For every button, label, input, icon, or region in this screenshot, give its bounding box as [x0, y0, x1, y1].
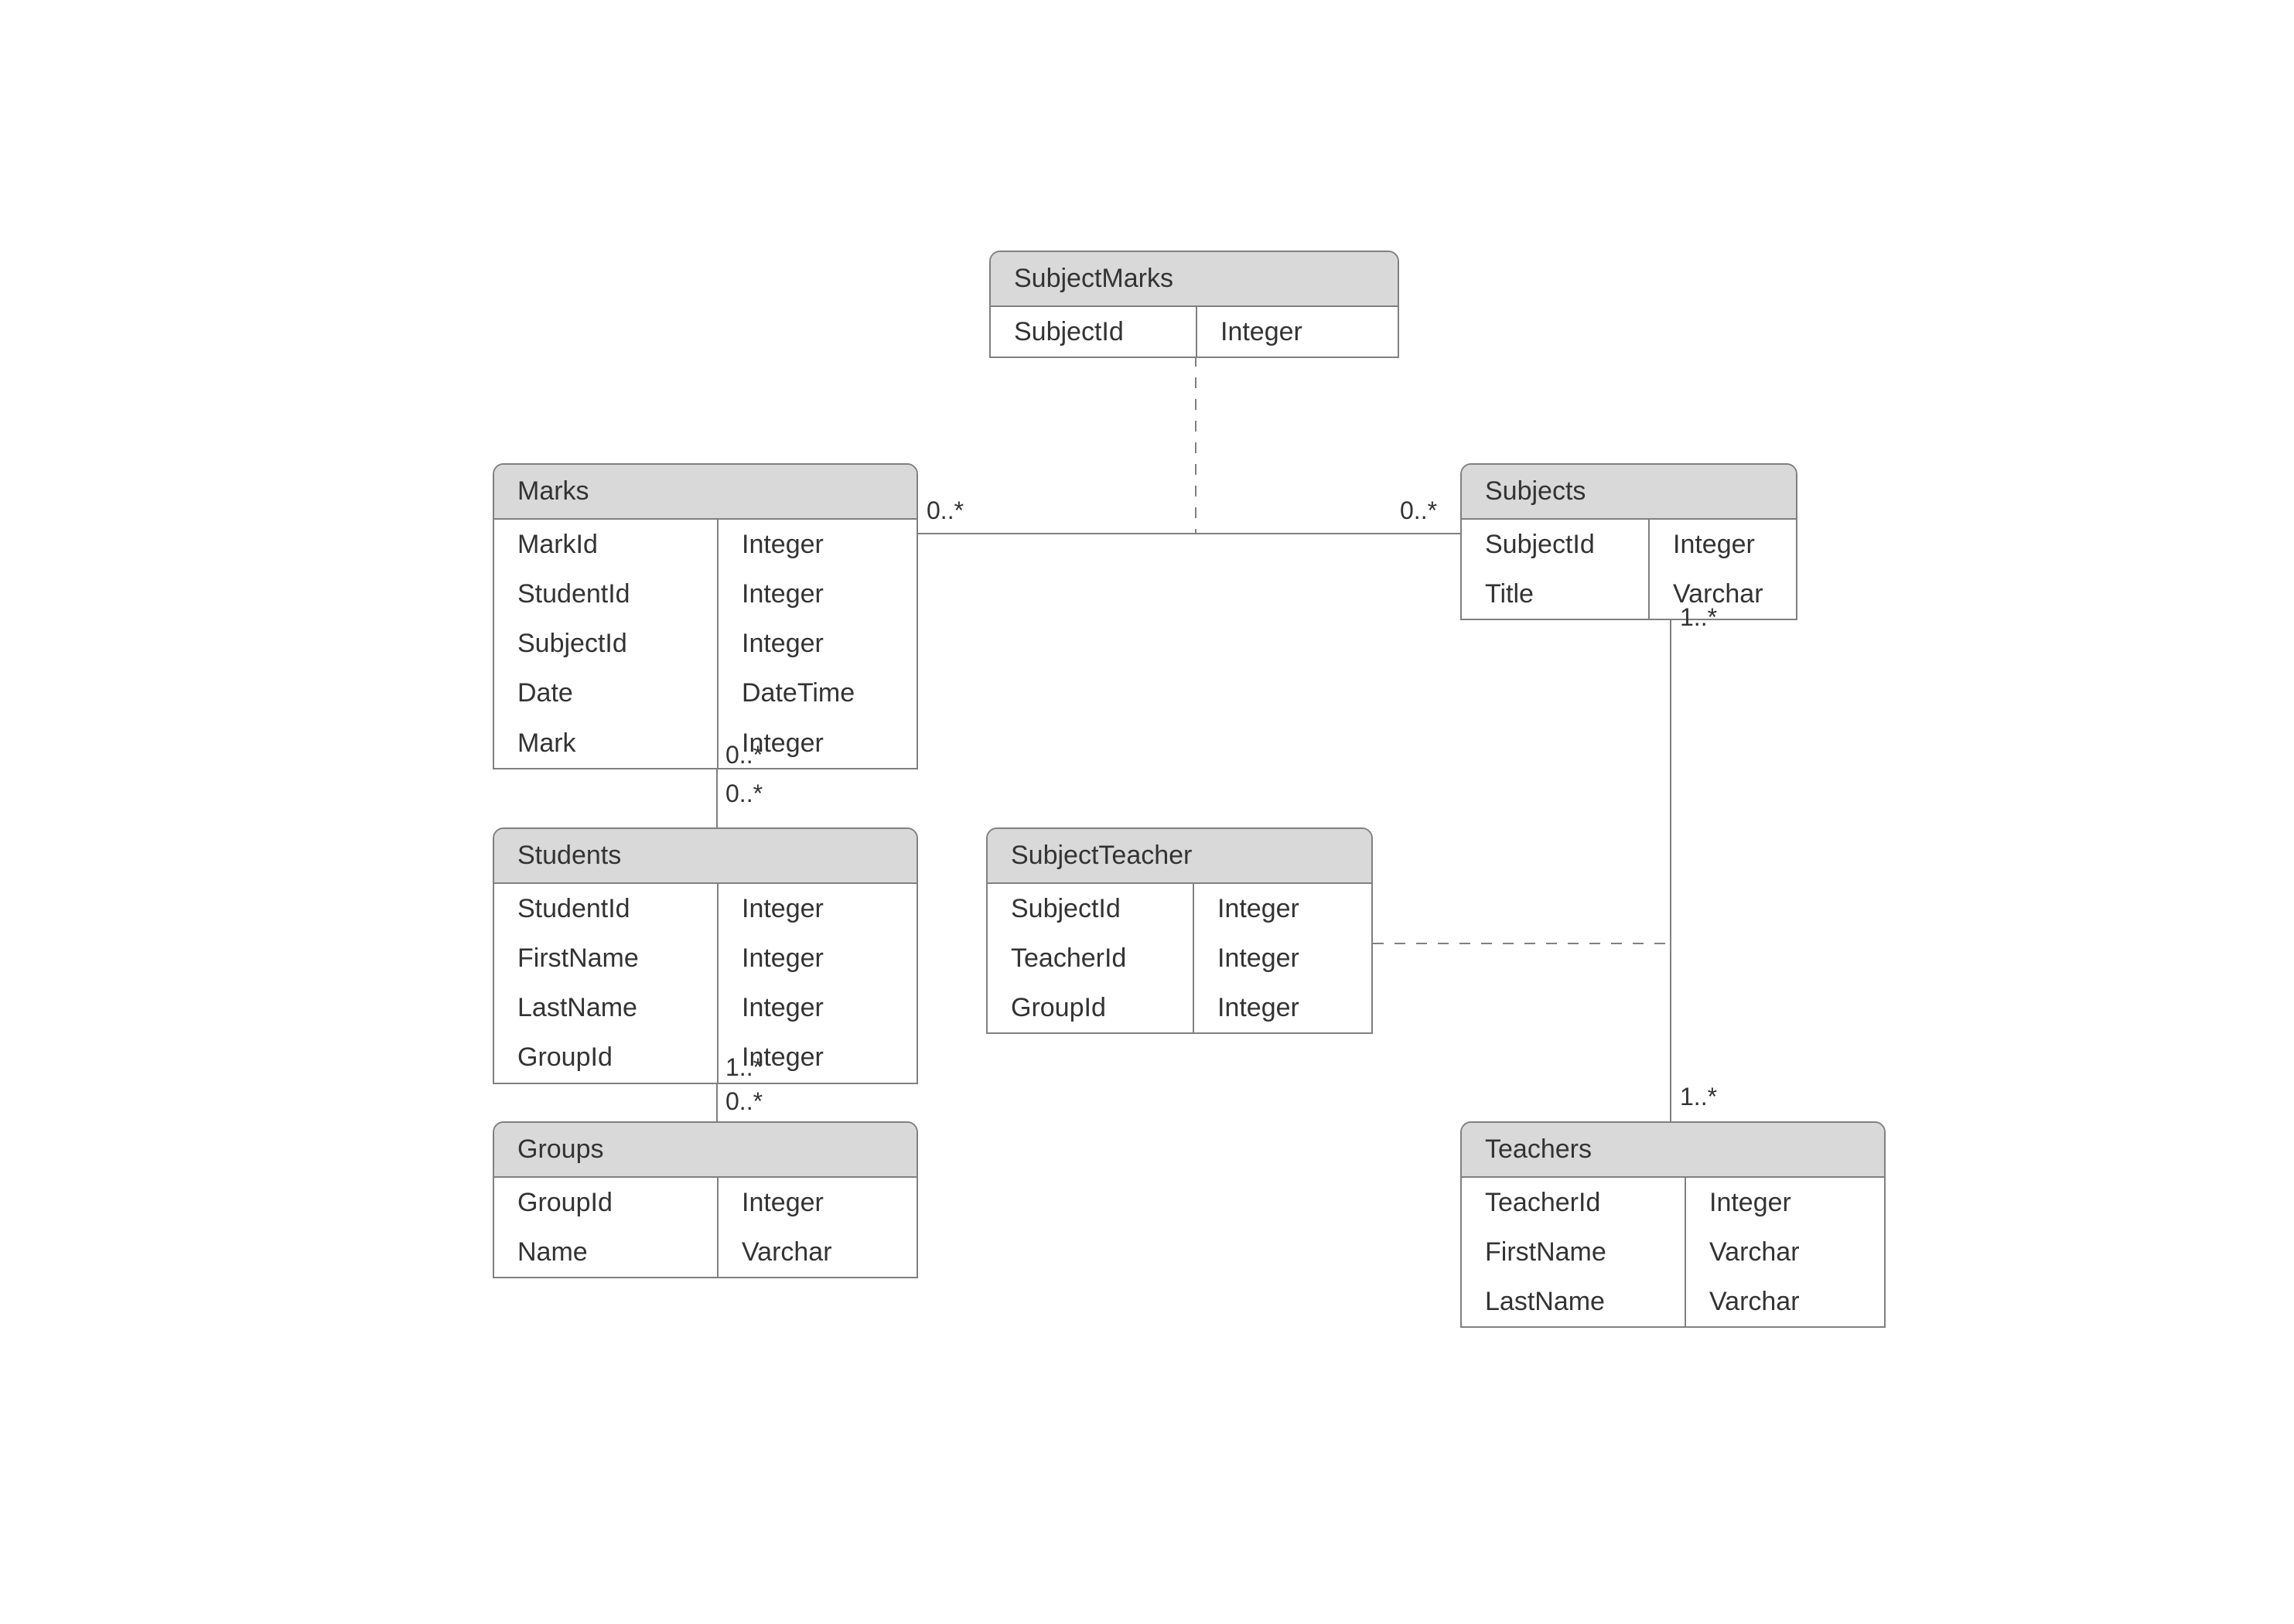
attr-type: Integer [1686, 1178, 1884, 1227]
attr-name: StudentId [494, 884, 719, 933]
attr-type: Varchar [719, 1227, 917, 1277]
attr-type: Integer [1194, 884, 1371, 933]
er-diagram-canvas: SubjectMarksSubjectIdIntegerMarksMarkIdI… [0, 0, 2294, 1624]
entity-row: NameVarchar [494, 1227, 917, 1277]
attr-type: Integer [1194, 933, 1371, 983]
entity-marks: MarksMarkIdIntegerStudentIdIntegerSubjec… [493, 463, 918, 769]
attr-name: Mark [494, 718, 719, 768]
entity-row: GroupIdInteger [494, 1032, 917, 1082]
entity-row: TeacherIdInteger [1462, 1178, 1884, 1227]
entity-row: MarkIdInteger [494, 520, 917, 569]
entity-row: GroupIdInteger [988, 983, 1371, 1032]
entity-subjects: SubjectsSubjectIdIntegerTitleVarchar [1460, 463, 1797, 620]
entity-row: SubjectIdInteger [988, 884, 1371, 933]
entity-rows: GroupIdIntegerNameVarchar [494, 1178, 917, 1277]
attr-name: GroupId [494, 1032, 719, 1082]
attr-type: Varchar [1686, 1227, 1884, 1277]
attr-type: Varchar [1650, 569, 1796, 619]
attr-type: DateTime [719, 668, 917, 718]
multiplicity-label: 0..* [725, 780, 763, 808]
attr-name: LastName [494, 983, 719, 1032]
entity-rows: SubjectIdInteger [991, 307, 1398, 357]
entity-row: GroupIdInteger [494, 1178, 917, 1227]
entity-groups: GroupsGroupIdIntegerNameVarchar [493, 1121, 918, 1278]
entity-students: StudentsStudentIdIntegerFirstNameInteger… [493, 827, 918, 1084]
multiplicity-label: 0..* [1400, 496, 1437, 525]
attr-name: MarkId [494, 520, 719, 569]
attr-name: FirstName [494, 933, 719, 983]
multiplicity-label: 0..* [725, 741, 763, 769]
multiplicity-label: 1..* [725, 1053, 763, 1082]
attr-type: Integer [1194, 983, 1371, 1032]
entity-title: SubjectMarks [991, 252, 1398, 307]
attr-type: Integer [719, 619, 917, 668]
entity-rows: SubjectIdIntegerTeacherIdIntegerGroupIdI… [988, 884, 1371, 1033]
entity-row: SubjectIdInteger [494, 619, 917, 668]
entity-row: LastNameInteger [494, 983, 917, 1032]
entity-title: Groups [494, 1123, 917, 1178]
entity-title: Students [494, 829, 917, 884]
attr-name: GroupId [988, 983, 1194, 1032]
attr-name: Date [494, 668, 719, 718]
entity-rows: TeacherIdIntegerFirstNameVarcharLastName… [1462, 1178, 1884, 1327]
attr-name: Title [1462, 569, 1650, 619]
entity-rows: MarkIdIntegerStudentIdIntegerSubjectIdIn… [494, 520, 917, 768]
attr-name: TeacherId [988, 933, 1194, 983]
attr-name: LastName [1462, 1277, 1686, 1326]
multiplicity-label: 1..* [1680, 1083, 1717, 1111]
entity-row: TeacherIdInteger [988, 933, 1371, 983]
attr-type: Integer [1650, 520, 1796, 569]
connector-layer [0, 0, 2294, 1624]
attr-name: FirstName [1462, 1227, 1686, 1277]
entity-title: Teachers [1462, 1123, 1884, 1178]
entity-row: TitleVarchar [1462, 569, 1796, 619]
attr-type: Integer [719, 569, 917, 619]
attr-type: Integer [719, 1178, 917, 1227]
entity-row: FirstNameInteger [494, 933, 917, 983]
entity-row: SubjectIdInteger [991, 307, 1398, 357]
attr-name: GroupId [494, 1178, 719, 1227]
entity-title: Marks [494, 465, 917, 520]
attr-type: Varchar [1686, 1277, 1884, 1326]
attr-type: Integer [719, 884, 917, 933]
multiplicity-label: 1..* [1680, 603, 1717, 632]
attr-name: TeacherId [1462, 1178, 1686, 1227]
attr-name: SubjectId [1462, 520, 1650, 569]
attr-name: Name [494, 1227, 719, 1277]
attr-type: Integer [719, 933, 917, 983]
entity-rows: StudentIdIntegerFirstNameIntegerLastName… [494, 884, 917, 1083]
entity-rows: SubjectIdIntegerTitleVarchar [1462, 520, 1796, 619]
attr-type: Integer [719, 983, 917, 1032]
attr-type: Integer [719, 520, 917, 569]
entity-row: LastNameVarchar [1462, 1277, 1884, 1326]
multiplicity-label: 0..* [927, 496, 964, 525]
entity-row: MarkInteger [494, 718, 917, 768]
entity-title: SubjectTeacher [988, 829, 1371, 884]
attr-type: Integer [1197, 307, 1398, 357]
multiplicity-label: 0..* [725, 1087, 763, 1116]
entity-row: StudentIdInteger [494, 569, 917, 619]
entity-row: FirstNameVarchar [1462, 1227, 1884, 1277]
entity-teachers: TeachersTeacherIdIntegerFirstNameVarchar… [1460, 1121, 1886, 1328]
attr-name: SubjectId [494, 619, 719, 668]
entity-row: SubjectIdInteger [1462, 520, 1796, 569]
entity-subjectmarks: SubjectMarksSubjectIdInteger [989, 251, 1399, 358]
attr-name: SubjectId [988, 884, 1194, 933]
entity-subjectteacher: SubjectTeacherSubjectIdIntegerTeacherIdI… [986, 827, 1373, 1034]
attr-name: StudentId [494, 569, 719, 619]
entity-row: StudentIdInteger [494, 884, 917, 933]
entity-row: DateDateTime [494, 668, 917, 718]
entity-title: Subjects [1462, 465, 1796, 520]
attr-name: SubjectId [991, 307, 1197, 357]
